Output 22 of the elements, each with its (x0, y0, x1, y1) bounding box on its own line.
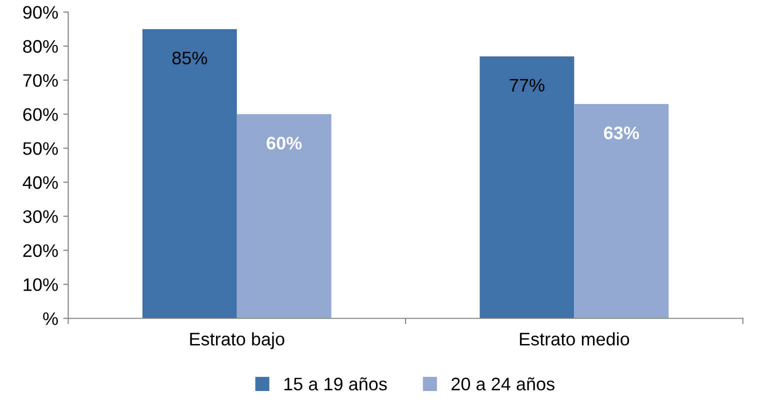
legend-label: 20 a 24 años (452, 377, 554, 390)
bar (480, 56, 574, 318)
data-label: 63% (604, 126, 639, 140)
legend-label: 15 a 19 años (284, 377, 387, 390)
y-tick-label: 10% (24, 278, 58, 292)
bar (574, 104, 669, 318)
y-tick-label: % (43, 312, 58, 326)
x-tick-label: Estrato bajo (190, 332, 284, 350)
y-tick-label: 50% (23, 142, 58, 155)
y-tick-label: 90% (23, 6, 58, 19)
data-label: 77% (510, 78, 544, 92)
y-tick-label: 60% (23, 108, 58, 121)
x-tick-label: Estrato medio (520, 332, 630, 346)
y-tick-label: 20% (23, 244, 58, 258)
bar (236, 114, 332, 318)
data-label: 60% (266, 136, 302, 150)
y-tick-label: 70% (23, 74, 58, 87)
y-tick-label: 30% (23, 210, 58, 223)
bar (142, 29, 237, 318)
data-label: 85% (172, 52, 208, 64)
y-tick-label: 80% (23, 40, 58, 53)
y-tick-label: 40% (22, 176, 58, 189)
